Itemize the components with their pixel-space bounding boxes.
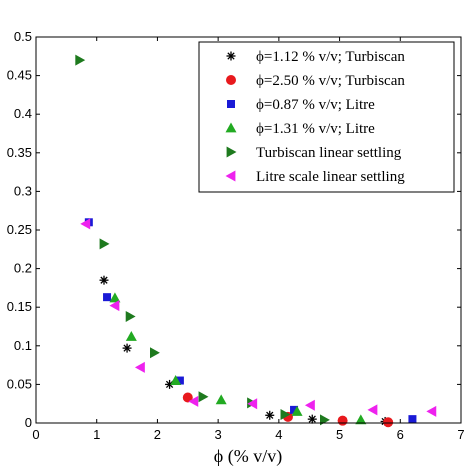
data-point	[280, 409, 291, 421]
data-point	[175, 376, 184, 385]
data-point	[290, 405, 299, 414]
data-point	[367, 404, 378, 416]
data-point	[247, 398, 258, 410]
y-tick-label: 0.25	[7, 222, 32, 237]
data-point	[125, 310, 136, 322]
x-tick-label: 5	[336, 427, 343, 442]
y-tick-label: 0.15	[7, 299, 32, 314]
legend-marker	[226, 146, 237, 158]
legend-label: Litre scale linear settling	[256, 169, 405, 185]
legend-label: ϕ=1.12 % v/v; Turbiscan	[256, 49, 405, 65]
y-tick-label: 0.3	[14, 183, 32, 198]
data-point	[198, 391, 209, 403]
legend-marker	[227, 100, 235, 108]
y-tick-label: 0.2	[14, 261, 32, 276]
data-point	[103, 293, 112, 302]
points-layer	[75, 54, 437, 428]
x-axis-label: ϕ (% v/v)	[214, 446, 282, 467]
data-point	[355, 414, 367, 425]
data-point	[188, 395, 199, 407]
legend-label: Turbiscan linear settling	[256, 145, 402, 161]
data-point	[99, 275, 109, 285]
legend-marker	[225, 122, 237, 133]
x-tick-label: 1	[93, 427, 100, 442]
data-point	[99, 238, 110, 250]
data-point	[265, 410, 275, 420]
data-point	[80, 218, 91, 230]
data-point	[170, 375, 182, 385]
y-tick-label: 0.05	[7, 376, 32, 391]
legend-marker	[225, 170, 236, 182]
legend-label: ϕ=0.87 % v/v; Litre	[256, 97, 375, 113]
legend-label: ϕ=1.31 % v/v; Litre	[256, 121, 375, 137]
data-point	[182, 392, 193, 403]
y-tick-label: 0.45	[7, 68, 32, 83]
x-tick-label: 3	[215, 427, 222, 442]
x-tick-label: 7	[457, 427, 464, 442]
legend-marker	[226, 75, 236, 85]
data-point	[337, 415, 348, 426]
data-point	[125, 331, 137, 341]
legend: ϕ=1.12 % v/v; Turbiscan ϕ=2.50 % v/v; Tur…	[198, 41, 455, 193]
data-point	[426, 405, 437, 417]
data-point	[75, 54, 86, 66]
series-5	[80, 218, 437, 417]
data-point	[109, 292, 121, 303]
data-point	[304, 399, 315, 411]
legend-box	[198, 41, 455, 193]
data-point	[383, 417, 394, 428]
plot-frame	[35, 36, 462, 424]
data-point	[149, 347, 160, 359]
y-tick-label: 0.1	[14, 338, 32, 353]
x-tick-label: 6	[397, 427, 404, 442]
x-tick-label: 2	[154, 427, 161, 442]
data-point	[215, 394, 227, 405]
data-point	[122, 343, 132, 353]
data-point	[291, 405, 303, 416]
data-point	[109, 300, 120, 312]
y-tick-label: 0.4	[14, 106, 32, 121]
data-point	[408, 415, 417, 424]
y-tick-label: 0	[25, 415, 32, 430]
x-tick-label: 4	[275, 427, 282, 442]
y-tick-label: 0.5	[14, 29, 32, 44]
series-3	[109, 292, 367, 425]
legend-marker	[226, 51, 236, 61]
legend-label: ϕ=2.50 % v/v; Turbiscan	[256, 73, 405, 89]
x-tick-label: 0	[32, 427, 39, 442]
data-point	[307, 414, 317, 424]
data-point	[134, 361, 145, 373]
y-tick-label: 0.35	[7, 145, 32, 160]
